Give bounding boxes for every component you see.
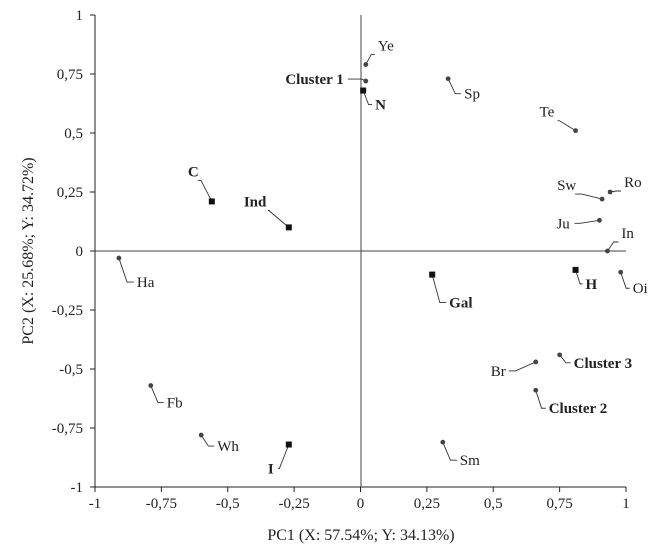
label-h: H — [586, 277, 598, 293]
x-tick-label: 0,25 — [414, 496, 440, 512]
point-br — [533, 359, 539, 365]
label-ro: Ro — [624, 175, 642, 191]
label-wh: Wh — [217, 439, 239, 455]
x-tick-label: 0,75 — [547, 496, 573, 512]
label-fb: Fb — [167, 396, 183, 412]
label-gal: Gal — [449, 296, 472, 312]
label-cluster-2: Cluster 2 — [549, 401, 607, 417]
leader-wh — [200, 434, 215, 447]
label-sw: Sw — [557, 178, 576, 194]
label-te: Te — [540, 105, 555, 121]
y-tick-label: 0,5 — [64, 126, 83, 142]
leader-te — [557, 120, 576, 132]
label-n: N — [375, 98, 386, 114]
leader-oi — [620, 272, 630, 289]
y-tick-label: 0,75 — [57, 67, 83, 83]
leader-in — [607, 241, 619, 252]
point-in — [605, 248, 610, 254]
label-in: In — [621, 226, 634, 242]
point-sw — [599, 196, 605, 202]
leader-fb — [150, 385, 164, 403]
point-te — [573, 128, 578, 134]
point-fb — [148, 383, 154, 388]
point-gal — [429, 271, 436, 278]
label-br: Br — [491, 364, 506, 380]
leader-ju — [574, 219, 600, 224]
label-sm: Sm — [460, 453, 480, 469]
leader-ha — [118, 257, 134, 283]
point-cluster-3 — [557, 352, 563, 358]
point-cluster-1 — [363, 78, 369, 84]
leader-c — [197, 179, 213, 202]
x-tick-label: -0,5 — [216, 496, 240, 512]
label-ye: Ye — [378, 39, 394, 55]
y-tick-label: -1 — [71, 480, 84, 496]
leader-n — [362, 90, 373, 105]
point-ind — [285, 224, 292, 231]
label-sp: Sp — [464, 87, 480, 103]
point-i — [285, 441, 292, 448]
y-tick-label: -0,5 — [59, 362, 83, 378]
label-ha: Ha — [137, 275, 155, 291]
point-ha — [116, 255, 122, 261]
leader-h — [575, 269, 583, 285]
point-oi — [618, 269, 624, 275]
point-wh — [198, 432, 204, 438]
leader-ye — [365, 54, 375, 65]
leader-gal — [431, 274, 447, 304]
label-ju: Ju — [556, 216, 570, 232]
leader-cluster-1 — [347, 78, 367, 82]
x-tick-label: 0 — [357, 496, 365, 512]
point-ju — [597, 217, 602, 223]
label-oi: Oi — [633, 281, 648, 297]
point-ro — [607, 189, 613, 195]
y-tick-label: -0,75 — [52, 421, 83, 437]
point-sm — [440, 439, 446, 445]
leader-sm — [442, 441, 457, 461]
y-tick-label: 0 — [76, 244, 84, 260]
x-tick-label: 0,5 — [484, 496, 503, 512]
point-cluster-2 — [533, 387, 539, 393]
y-axis-title: PC2 (X: 25.68%; Y: 34.72%) — [20, 157, 37, 344]
y-tick-label: -0,25 — [52, 303, 83, 319]
point-sp — [445, 76, 451, 82]
point-ye — [363, 62, 369, 67]
leader-cluster-3 — [559, 354, 571, 364]
x-axis-title: PC1 (X: 57.54%; Y: 34.13%) — [267, 527, 454, 544]
x-tick-label: -0,75 — [146, 496, 177, 512]
label-c: C — [188, 164, 199, 180]
point-n — [360, 87, 367, 94]
leader-i — [277, 444, 290, 469]
label-i: I — [268, 462, 274, 478]
label-cluster-1: Cluster 1 — [285, 72, 343, 88]
leader-sp — [447, 78, 462, 95]
leader-sw — [575, 193, 603, 200]
point-c — [208, 198, 215, 205]
point-h — [572, 266, 579, 273]
label-ind: Ind — [244, 194, 267, 210]
x-tick-label: -0,25 — [279, 496, 310, 512]
leader-ind — [267, 209, 290, 228]
x-tick-label: 1 — [622, 496, 630, 512]
leader-br — [508, 361, 536, 372]
label-cluster-3: Cluster 3 — [574, 356, 632, 372]
y-tick-label: 1 — [76, 8, 84, 24]
leader-cluster-2 — [535, 390, 546, 409]
x-tick-label: -1 — [89, 496, 102, 512]
y-tick-label: 0,25 — [57, 185, 83, 201]
